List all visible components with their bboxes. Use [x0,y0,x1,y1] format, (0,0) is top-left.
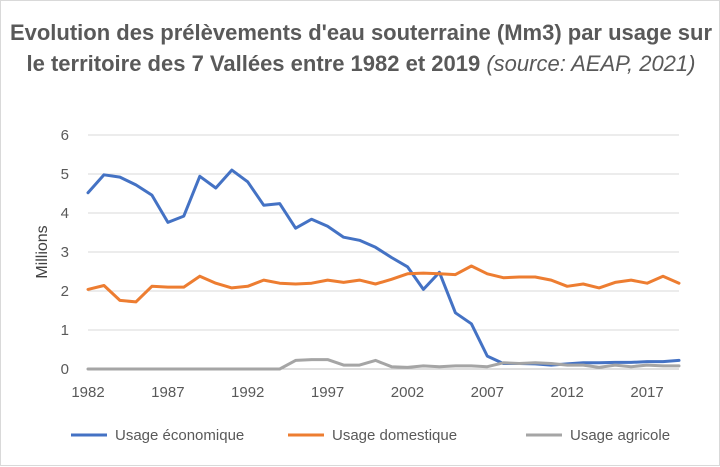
y-tick-label: 0 [61,361,69,378]
x-tick-label: 2002 [391,384,424,401]
x-tick-label: 1987 [151,384,184,401]
chart-title-source: (source: AEAP, 2021) [486,51,696,76]
x-tick-label: 1992 [231,384,264,401]
chart-title: Evolution des prélèvements d'eau souterr… [1,17,720,79]
y-tick-label: 4 [61,205,69,222]
legend-label-2: Usage domestique [332,427,457,444]
x-tick-label: 2017 [630,384,663,401]
x-tick-label: 1982 [71,384,104,401]
y-tick-label: 5 [61,166,69,183]
x-tick-label: 2007 [471,384,504,401]
series-line-3 [86,358,681,371]
y-axis-label: Millions [34,225,51,278]
series-line-2 [86,264,681,304]
y-tick-label: 1 [61,322,69,339]
y-tick-label: 3 [61,244,69,261]
y-tick-label: 2 [61,283,69,300]
y-tick-label: 6 [61,127,69,144]
chart-title-main: Evolution des prélèvements d'eau souterr… [9,20,713,76]
series-line-1 [86,168,681,367]
legend-label-3: Usage agricole [570,427,670,444]
x-tick-label: 1997 [311,384,344,401]
x-tick-label: 2012 [551,384,584,401]
legend-label-1: Usage économique [115,427,244,444]
